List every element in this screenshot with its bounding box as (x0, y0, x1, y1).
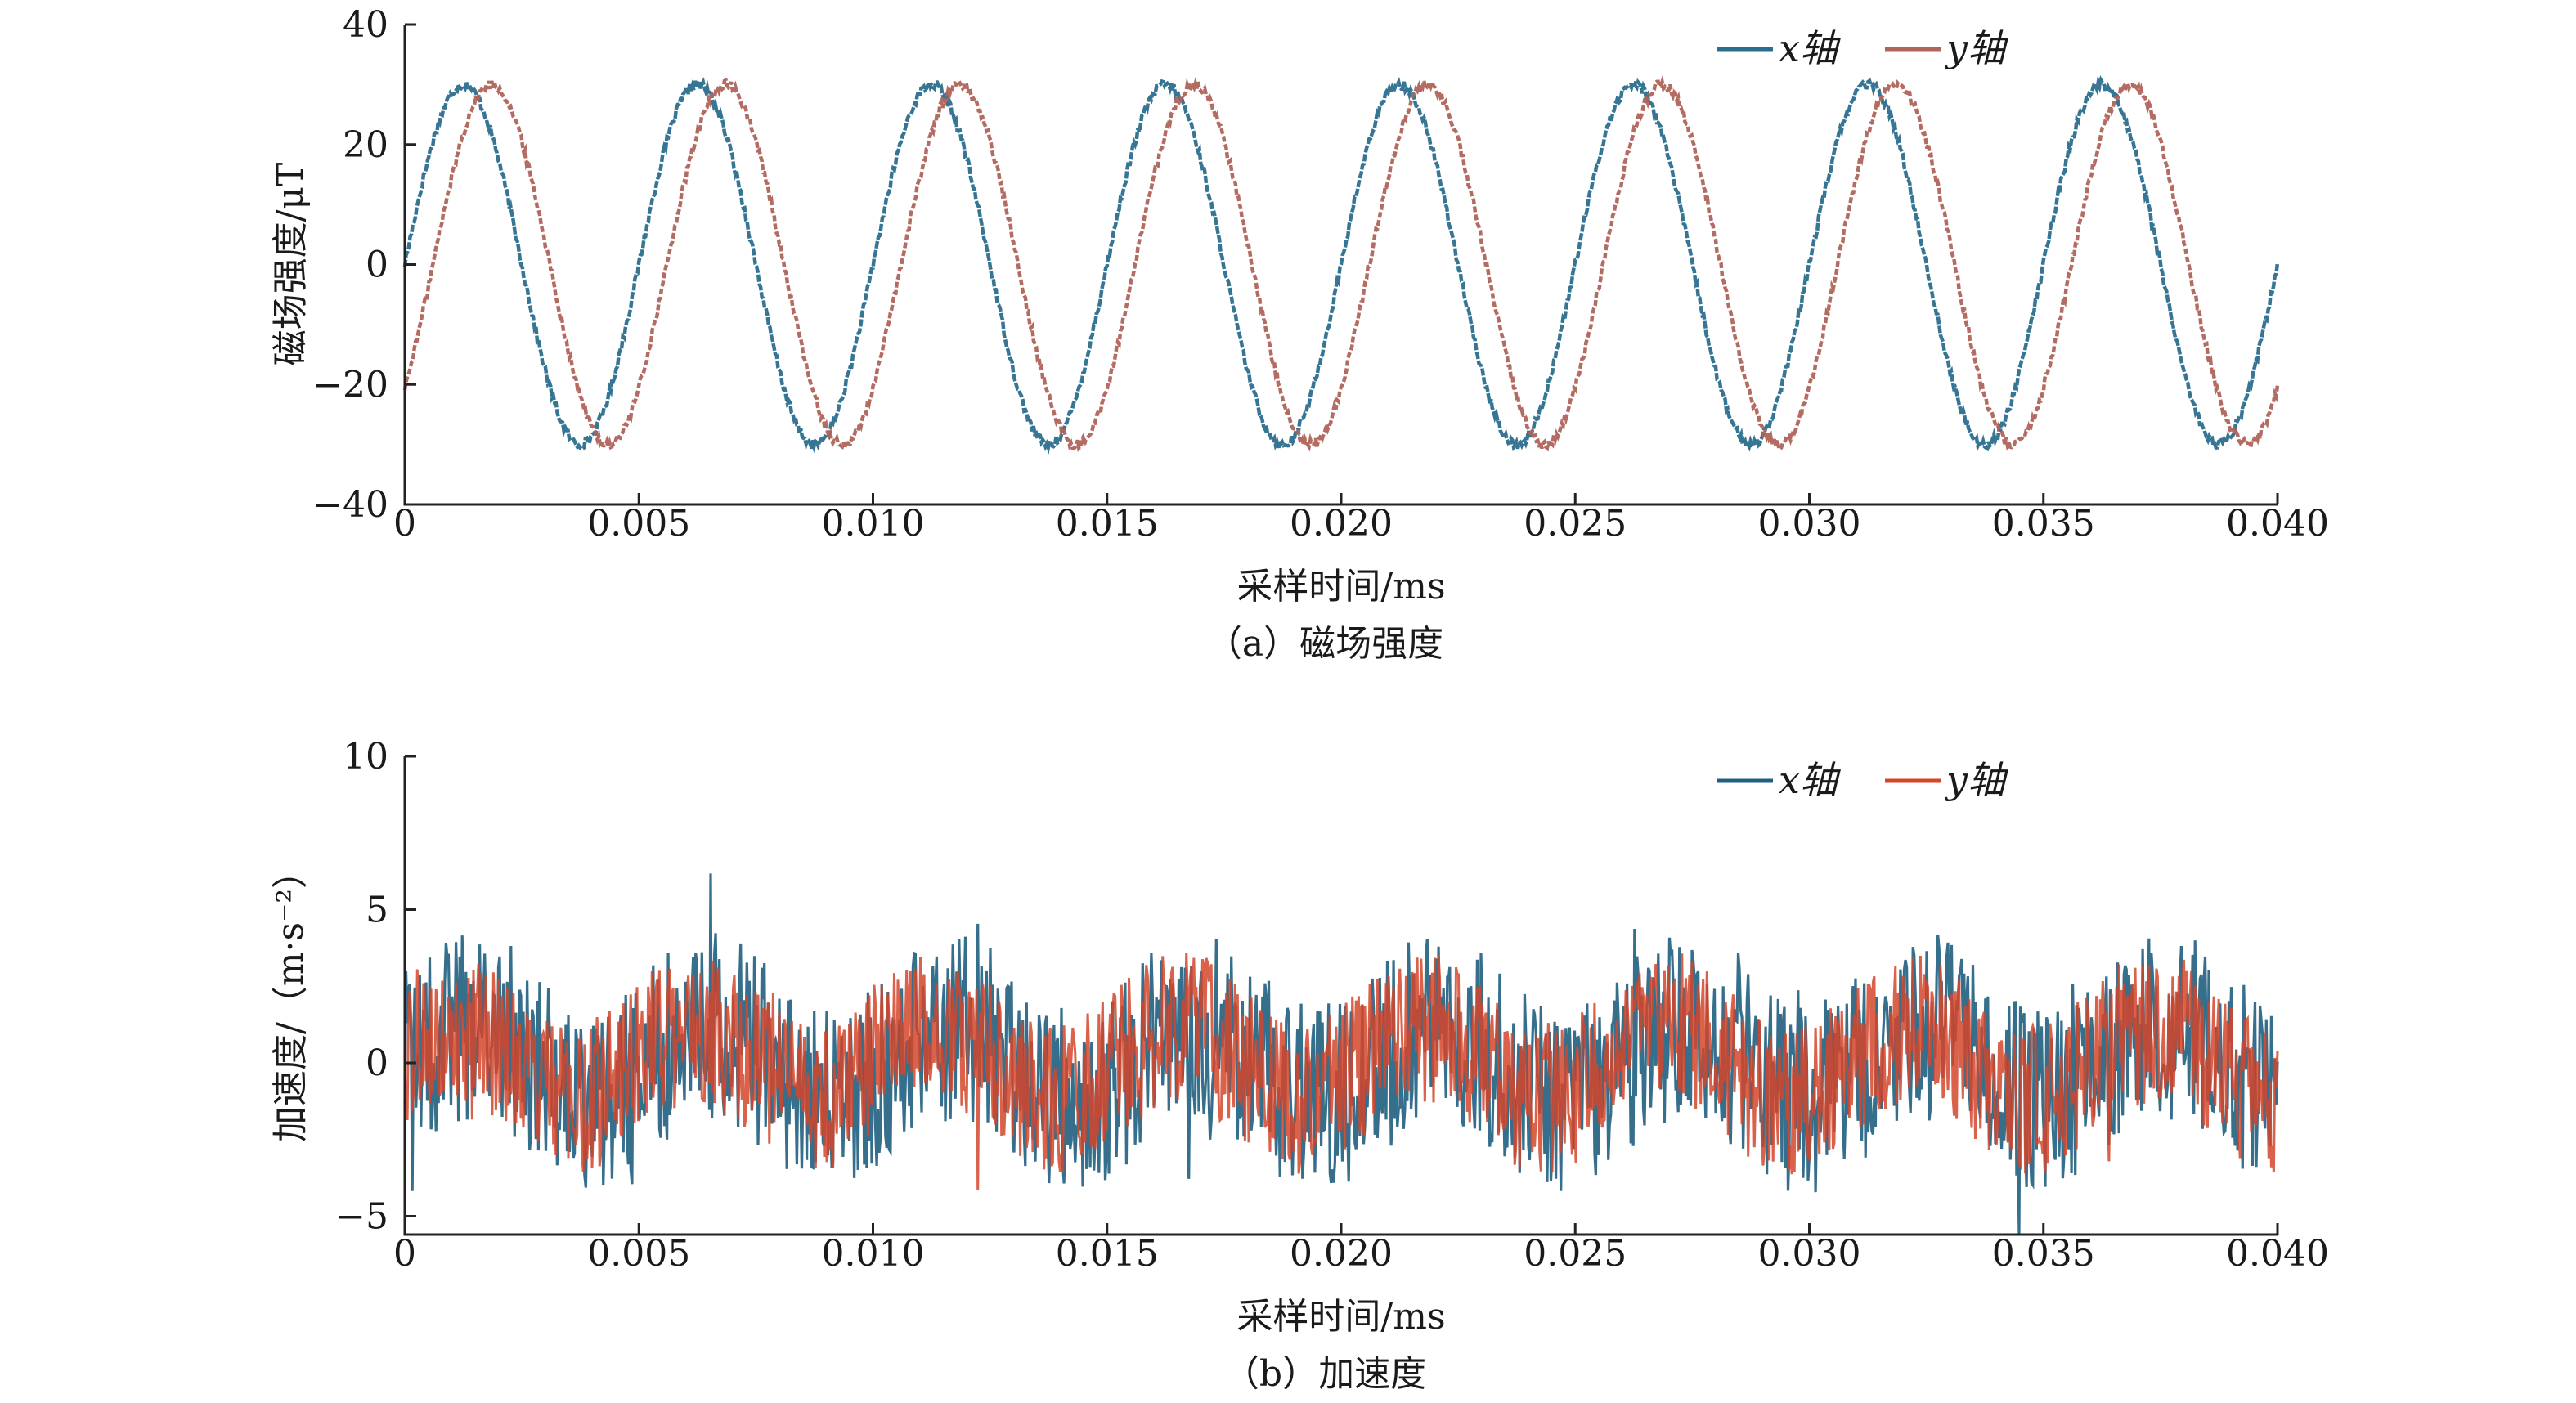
acceleration-x-axis-title: 采样时间/ms (1236, 1296, 1445, 1338)
legend-y-label: y轴 (1945, 26, 2008, 70)
magnetic-y-axis-title: 磁场强度/μT (270, 163, 312, 366)
acceleration-caption: （b）加速度 (1223, 1353, 1426, 1395)
x-tick-label: 0.005 (587, 503, 690, 545)
series-line-y (402, 74, 2280, 454)
x-tick-label: 0.025 (1524, 1233, 1627, 1275)
y-tick-label: −20 (312, 364, 388, 406)
magnetic-caption: （a）磁场强度 (1206, 623, 1443, 665)
magnetic-series-group (402, 74, 2280, 455)
legend-x-label: x轴 (1779, 26, 1841, 70)
acceleration-series-group (403, 873, 2279, 1235)
acceleration-y-ticks: 10 5 0 −5 (335, 736, 416, 1238)
series-line-y (403, 952, 2279, 1190)
x-tick-label: 0.030 (1758, 503, 1861, 545)
y-tick-label: 0 (366, 244, 388, 286)
legend-y-label: y轴 (1945, 758, 2008, 802)
x-tick-label: 0.040 (2226, 1233, 2329, 1275)
acceleration-legend: x轴 y轴 (1717, 758, 2008, 802)
x-tick-label: 0 (393, 1233, 416, 1275)
x-tick-label: 0.010 (822, 503, 925, 545)
series-line-x (402, 74, 2280, 455)
x-tick-label: 0.020 (1290, 1233, 1393, 1275)
x-tick-label: 0.025 (1524, 503, 1627, 545)
y-tick-label: 10 (343, 736, 388, 778)
acceleration-y-axis-title: 加速度/（m·s⁻²） (270, 853, 312, 1142)
panel-magnetic: 40 20 0 −20 −40 0 0.005 0.010 0.015 0.020 0.025 0.… (270, 4, 2329, 665)
y-tick-label: 5 (366, 890, 388, 931)
y-tick-label: 20 (343, 124, 388, 166)
magnetic-x-axis-title: 采样时间/ms (1236, 566, 1445, 607)
x-tick-label: 0.040 (2226, 503, 2329, 545)
acceleration-x-ticks: 0 0.005 0.010 0.015 0.020 0.025 0.030 0.035 0.04… (393, 1223, 2329, 1275)
x-tick-label: 0 (393, 503, 416, 545)
x-tick-label: 0.010 (822, 1233, 925, 1275)
magnetic-legend: x轴 y轴 (1717, 26, 2008, 70)
y-tick-label: 0 (366, 1042, 388, 1084)
x-tick-label: 0.035 (1992, 1233, 2095, 1275)
x-tick-label: 0.030 (1758, 1233, 1861, 1275)
y-tick-label: −40 (312, 484, 388, 526)
magnetic-y-ticks: 40 20 0 −20 −40 (312, 4, 416, 526)
y-tick-label: −5 (335, 1196, 388, 1238)
y-tick-label: 40 (343, 4, 388, 46)
x-tick-label: 0.035 (1992, 503, 2095, 545)
legend-x-label: x轴 (1779, 758, 1841, 802)
x-tick-label: 0.015 (1056, 1233, 1159, 1275)
x-tick-label: 0.020 (1290, 503, 1393, 545)
x-tick-label: 0.015 (1056, 503, 1159, 545)
magnetic-x-ticks: 0 0.005 0.010 0.015 0.020 0.025 0.030 0.035 0.04… (393, 493, 2329, 545)
x-tick-label: 0.005 (587, 1233, 690, 1275)
